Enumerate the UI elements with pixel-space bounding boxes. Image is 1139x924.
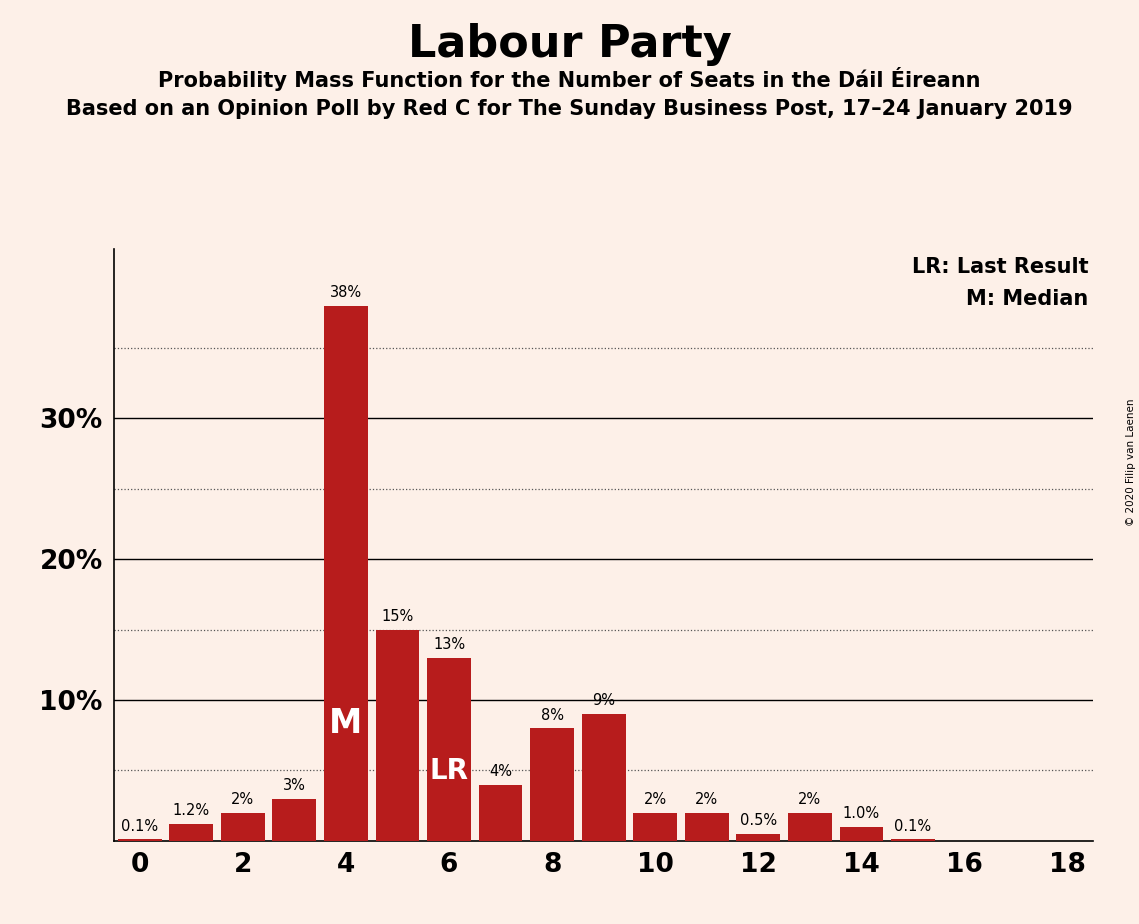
Text: 2%: 2% [231,792,254,807]
Text: 1.0%: 1.0% [843,806,880,821]
Text: 9%: 9% [592,694,615,709]
Text: 38%: 38% [330,286,362,300]
Text: 3%: 3% [282,778,305,793]
Text: M: Median: M: Median [966,289,1088,309]
Bar [685,813,729,841]
Text: Probability Mass Function for the Number of Seats in the Dáil Éireann: Probability Mass Function for the Number… [158,67,981,91]
Bar [323,306,368,841]
Text: LR: LR [429,758,468,785]
Bar [582,714,625,841]
Bar [272,798,317,841]
Text: 0.5%: 0.5% [739,813,777,828]
Text: Labour Party: Labour Party [408,23,731,67]
Text: © 2020 Filip van Laenen: © 2020 Filip van Laenen [1125,398,1136,526]
Text: 2%: 2% [695,792,719,807]
Bar [633,813,677,841]
Text: Based on an Opinion Poll by Red C for The Sunday Business Post, 17–24 January 20: Based on an Opinion Poll by Red C for Th… [66,99,1073,119]
Bar [427,658,470,841]
Bar [737,833,780,841]
Text: 0.1%: 0.1% [894,819,932,833]
Text: 2%: 2% [644,792,666,807]
Bar [531,728,574,841]
Bar [221,813,264,841]
Bar [839,827,884,841]
Bar [788,813,831,841]
Text: LR: Last Result: LR: Last Result [911,257,1088,276]
Text: 15%: 15% [382,609,413,624]
Text: M: M [329,707,362,739]
Text: 2%: 2% [798,792,821,807]
Bar [170,824,213,841]
Text: 0.1%: 0.1% [121,819,158,833]
Bar [376,629,419,841]
Text: 4%: 4% [489,764,513,779]
Text: 8%: 8% [541,708,564,723]
Bar [117,839,162,841]
Bar [478,784,523,841]
Text: 1.2%: 1.2% [173,803,210,819]
Text: 13%: 13% [433,638,465,652]
Bar [891,839,935,841]
